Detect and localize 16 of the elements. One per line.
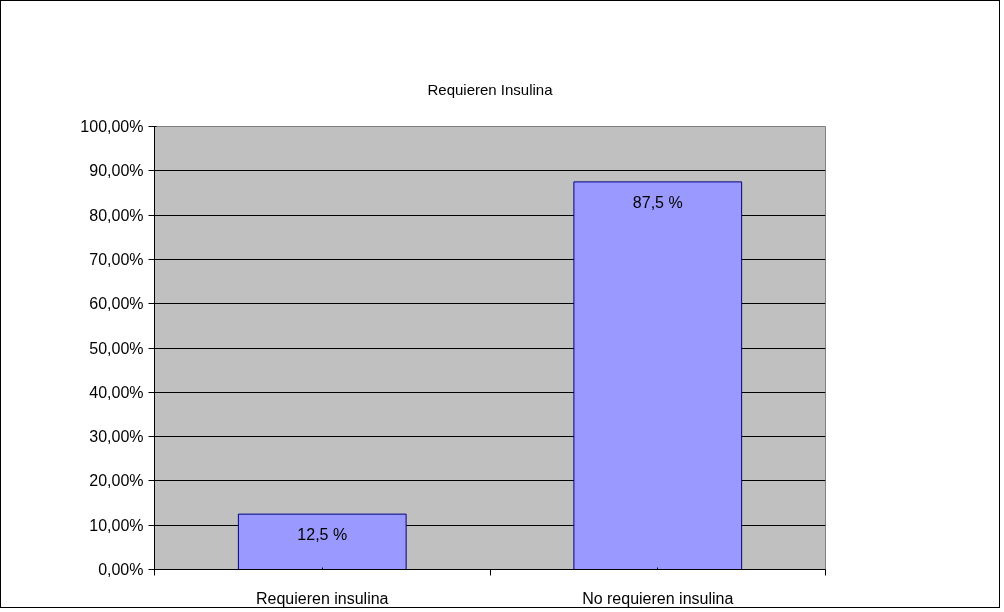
y-tick-label: 40,00% xyxy=(89,383,144,401)
y-tick-label: 80,00% xyxy=(89,206,144,224)
y-tick-label: 70,00% xyxy=(89,250,144,268)
y-tick-label: 100,00% xyxy=(80,118,144,135)
y-tick-label: 0,00% xyxy=(98,561,144,578)
data-label: 12,5 % xyxy=(297,526,348,544)
y-tick-label: 30,00% xyxy=(89,428,144,446)
y-tick-label: 20,00% xyxy=(89,472,144,490)
y-tick-label: 90,00% xyxy=(89,162,144,180)
data-label: 87,5 % xyxy=(632,193,683,211)
x-tick-label: No requieren insulina xyxy=(582,589,734,607)
chart-title: Requieren Insulina xyxy=(427,80,554,98)
x-tick-label: Requieren insulina xyxy=(255,589,389,607)
y-tick-label: 10,00% xyxy=(89,516,144,534)
y-tick-label: 60,00% xyxy=(89,295,144,313)
y-tick-label: 50,00% xyxy=(89,339,144,357)
